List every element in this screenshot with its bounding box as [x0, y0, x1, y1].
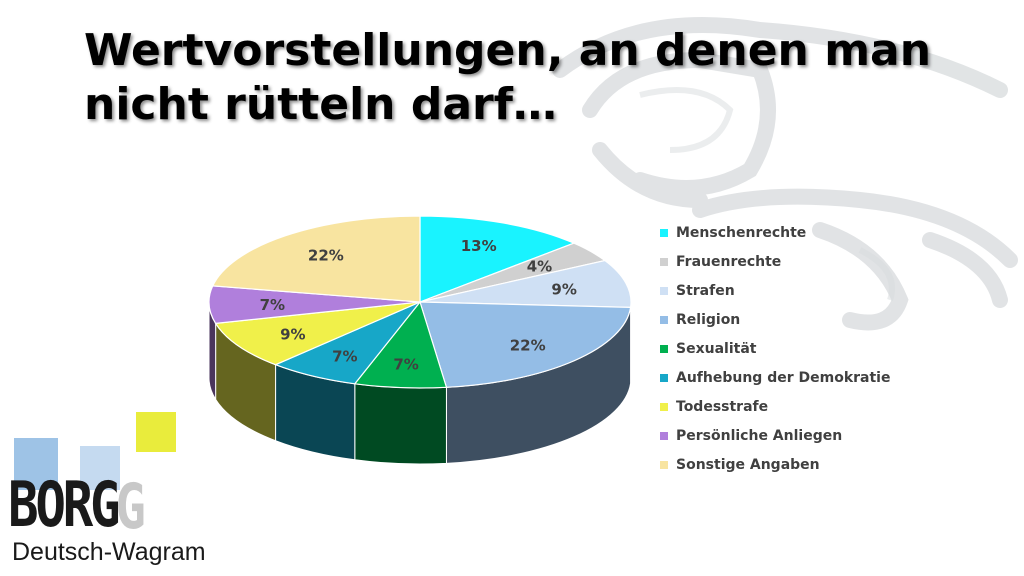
pie-data-label-5: 7% — [393, 356, 418, 374]
title-line-1: Wertvorstellungen, an denen man — [84, 25, 932, 76]
pie-slice-7[interactable] — [214, 301, 421, 366]
legend-label-5: Sexualität — [676, 340, 757, 357]
legend-swatch-9 — [660, 460, 668, 469]
legend-label-6: Aufhebung der Demokratie — [676, 369, 891, 386]
slide-title: Wertvorstellungen, an denen man nicht rü… — [84, 24, 984, 132]
pie-slice-4[interactable] — [419, 301, 632, 388]
pie-data-label-1: 13% — [461, 237, 497, 255]
legend-label-2: Frauenrechte — [676, 253, 782, 270]
legend-item-8[interactable]: Persönliche Anliegen — [660, 421, 890, 450]
legend-swatch-3 — [660, 286, 668, 295]
logo-subtitle: Deutsch-Wagram — [12, 538, 206, 566]
legend-label-7: Todesstrafe — [676, 398, 769, 415]
pie-data-label-7: 9% — [280, 326, 305, 344]
legend-swatch-7 — [660, 402, 668, 411]
pie-slice-3[interactable] — [419, 259, 632, 309]
chart-legend: Menschenrechte Frauenrechte Strafen Religio… — [660, 218, 890, 479]
legend-item-2[interactable]: Frauenrechte — [660, 247, 890, 276]
logo-wordmark: BORG — [8, 468, 121, 541]
pie-slice-9[interactable] — [211, 215, 421, 303]
pie-data-label-3: 9% — [551, 280, 576, 298]
legend-swatch-4 — [660, 315, 668, 324]
school-logo — [0, 400, 240, 576]
pie-data-label-6: 7% — [332, 347, 357, 365]
legend-item-3[interactable]: Strafen — [660, 276, 890, 305]
legend-item-4[interactable]: Religion — [660, 305, 890, 334]
pie-data-label-2: 4% — [527, 258, 552, 276]
pie-data-label-9: 22% — [308, 246, 344, 264]
title-line-2: nicht rütteln darf… — [84, 79, 557, 130]
legend-item-1[interactable]: Menschenrechte — [660, 218, 890, 247]
pie-data-label-4: 22% — [510, 336, 546, 354]
logo-square-lightblue — [80, 446, 120, 490]
logo-square-yellow — [136, 412, 176, 452]
pie-data-label-8: 7% — [260, 296, 285, 314]
legend-swatch-6 — [660, 373, 668, 382]
legend-label-9: Sonstige Angaben — [676, 456, 820, 473]
legend-label-3: Strafen — [676, 282, 735, 299]
legend-item-7[interactable]: Todesstrafe — [660, 392, 890, 421]
legend-label-1: Menschenrechte — [676, 224, 807, 241]
legend-swatch-2 — [660, 257, 668, 266]
legend-label-8: Persönliche Anliegen — [676, 427, 843, 444]
legend-swatch-1 — [660, 228, 668, 237]
legend-item-6[interactable]: Aufhebung der Demokratie — [660, 363, 890, 392]
pie-slice-1[interactable] — [419, 215, 576, 303]
legend-item-5[interactable]: Sexualität — [660, 334, 890, 363]
logo-shadow-text: G — [88, 470, 146, 543]
legend-swatch-8 — [660, 431, 668, 440]
legend-label-4: Religion — [676, 311, 741, 328]
logo-square-blue — [14, 438, 58, 490]
pie-slice-side-5 — [354, 383, 447, 465]
legend-swatch-5 — [660, 344, 668, 353]
legend-item-9[interactable]: Sonstige Angaben — [660, 450, 890, 479]
